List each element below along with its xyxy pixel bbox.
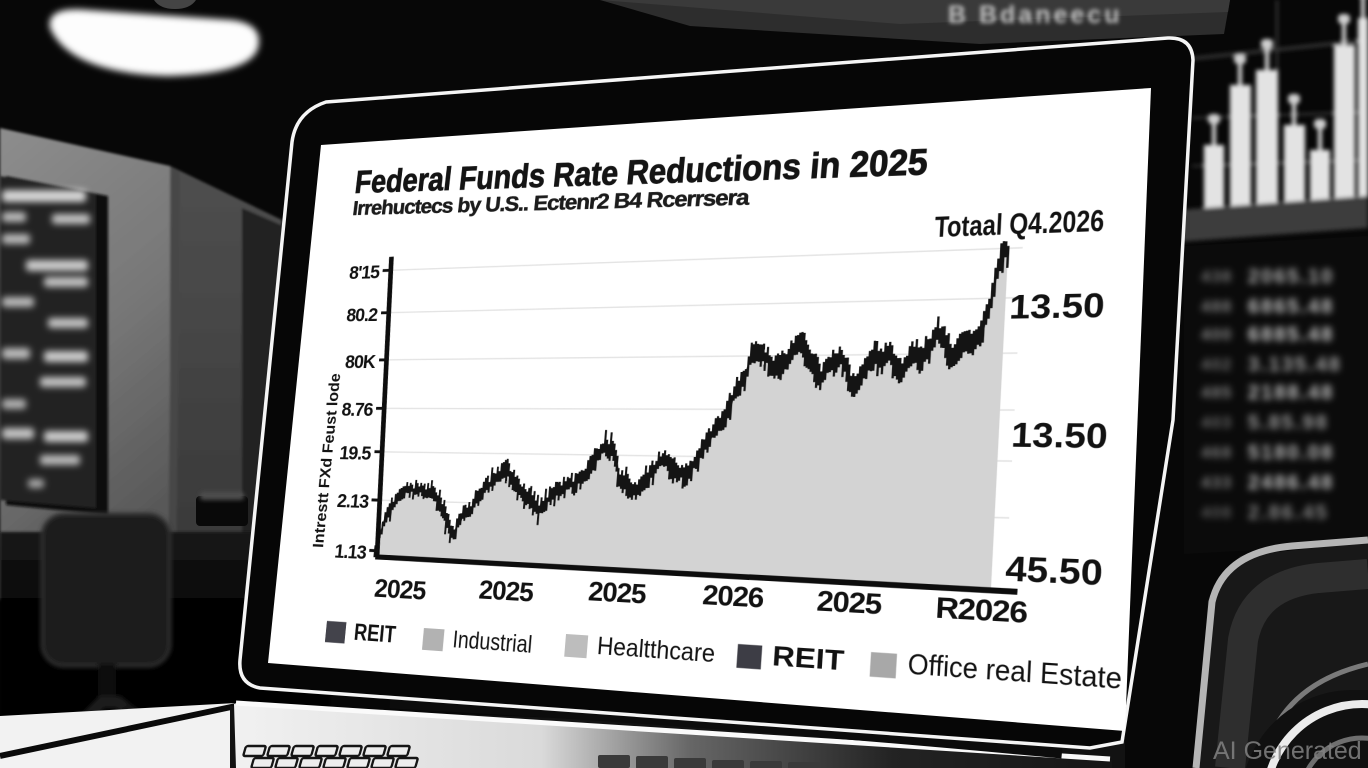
svg-text:AI Generated: AI Generated — [1213, 737, 1362, 765]
svg-text:Office real Estate: Office real Estate — [907, 648, 1123, 696]
svg-text:R2026: R2026 — [935, 590, 1029, 629]
svg-text:488: 488 — [1201, 297, 1232, 316]
svg-text:403: 403 — [1201, 413, 1232, 432]
svg-text:2.13: 2.13 — [336, 490, 370, 513]
svg-text:Industrial: Industrial — [451, 627, 533, 659]
svg-text:6865.48: 6865.48 — [1248, 296, 1334, 318]
svg-text:2025: 2025 — [373, 573, 427, 605]
svg-text:433: 433 — [1201, 473, 1232, 492]
svg-text:80K: 80K — [344, 351, 377, 373]
svg-text:468: 468 — [1201, 443, 1232, 462]
svg-text:5.85.98: 5.85.98 — [1248, 412, 1329, 434]
svg-text:408: 408 — [1201, 503, 1232, 522]
svg-text:2025: 2025 — [478, 574, 535, 607]
svg-text:45.50: 45.50 — [1004, 550, 1103, 593]
svg-text:402: 402 — [1201, 355, 1232, 374]
svg-text:13.50: 13.50 — [1008, 287, 1105, 326]
svg-text:8.76: 8.76 — [341, 399, 375, 421]
svg-text:Totaal Q4.2026: Totaal Q4.2026 — [934, 203, 1105, 243]
svg-text:2025: 2025 — [587, 576, 647, 610]
svg-text:80.2: 80.2 — [345, 304, 378, 326]
svg-text:485: 485 — [1201, 383, 1232, 402]
svg-text:Healtthcare: Healtthcare — [596, 633, 716, 669]
svg-text:REIT: REIT — [353, 619, 397, 648]
svg-text:1.13: 1.13 — [334, 540, 368, 564]
svg-text:2188.48: 2188.48 — [1248, 382, 1334, 404]
svg-text:B Bdaneecu: B Bdaneecu — [948, 1, 1122, 29]
svg-text:2026: 2026 — [701, 579, 765, 615]
svg-text:8'15: 8'15 — [348, 261, 381, 283]
svg-text:REIT: REIT — [771, 640, 845, 677]
svg-text:3.135.48: 3.135.48 — [1248, 354, 1342, 376]
svg-text:2486.48: 2486.48 — [1248, 472, 1334, 494]
svg-text:19.5: 19.5 — [338, 442, 372, 464]
svg-text:438: 438 — [1201, 267, 1232, 286]
svg-text:2065.10: 2065.10 — [1248, 266, 1334, 288]
svg-text:13.50: 13.50 — [1010, 417, 1108, 456]
svg-text:6885.48: 6885.48 — [1248, 324, 1334, 346]
svg-text:2025: 2025 — [816, 584, 883, 621]
svg-text:5180.08: 5180.08 — [1248, 442, 1334, 464]
svg-text:400: 400 — [1201, 325, 1232, 344]
svg-text:2.86.45: 2.86.45 — [1248, 502, 1329, 524]
